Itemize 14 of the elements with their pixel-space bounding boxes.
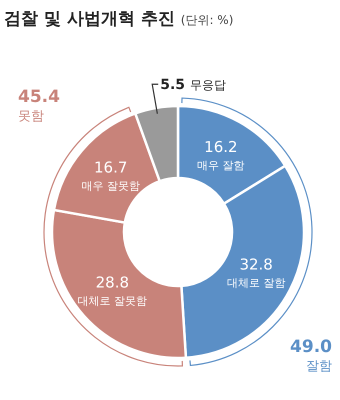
text: 49.0 잘함: [290, 337, 332, 374]
slice-label: 매우 잘못함: [81, 179, 140, 192]
data-label: 32.8: [239, 255, 273, 274]
slice-label: 대체로 잘함: [226, 276, 286, 290]
data-label: 28.8: [96, 274, 130, 292]
text: 45.4 못함: [18, 87, 60, 124]
chart-subtitle: (단위: %): [180, 13, 234, 27]
slice-label: 무응답: [190, 78, 226, 92]
data-label: 5.5: [160, 77, 190, 94]
slice-label: 대체로 잘못함: [78, 294, 148, 308]
data-label: 16.7: [94, 158, 128, 176]
data-label: 16.2: [204, 138, 238, 156]
slice-label: 매우 잘함: [197, 159, 245, 172]
chart-title: 검찰 및 사법개혁 추진: [4, 9, 175, 29]
